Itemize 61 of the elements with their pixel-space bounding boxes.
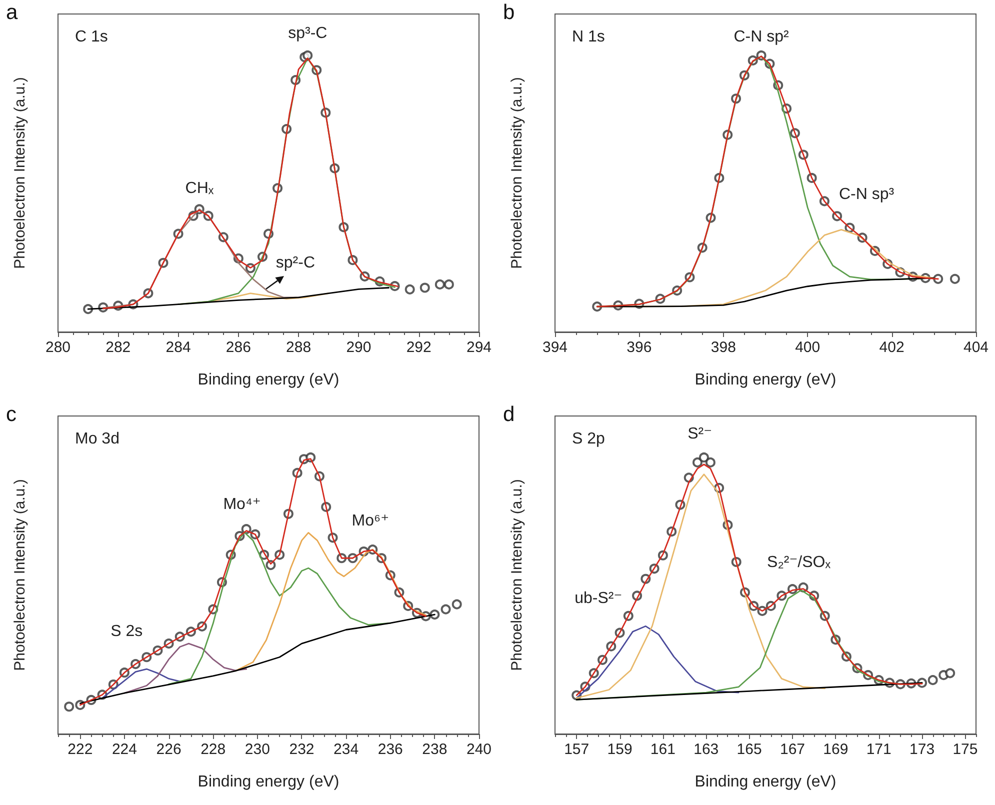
text: sp³-C [288, 24, 328, 42]
annotation: Mo⁶⁺ [352, 512, 390, 530]
x-axis-title: Binding energy (eV) [694, 372, 836, 388]
y-axis-title: Photoelectron Intensity (a.u.) [508, 77, 526, 269]
x-tick-label: 238 [422, 741, 448, 758]
x-tick-label: 157 [564, 741, 590, 758]
x-tick-label: 400 [795, 339, 820, 356]
y-axis-title: Photoelectron Intensity (a.u.) [12, 77, 28, 269]
x-tick-label: 226 [156, 741, 182, 758]
x-tick-label: 286 [226, 339, 251, 356]
x-tick-label: 236 [378, 741, 403, 758]
x-tick-label: 402 [879, 339, 904, 356]
annotation: CHₓ [185, 180, 214, 197]
x-tick-label: 165 [736, 741, 762, 758]
x-tick-label: 175 [952, 741, 978, 758]
x-tick-label: 163 [694, 741, 719, 758]
y-axis-title: Photoelectron Intensity (a.u.) [508, 479, 526, 671]
annotation: C-N sp³ [838, 186, 895, 204]
x-axis-title: Binding energy (eV) [198, 372, 340, 388]
x-tick-label: 240 [466, 741, 492, 758]
x-tick-label: 288 [286, 339, 312, 356]
annotation: ub-S²⁻ [574, 590, 622, 608]
x-tick-label: 224 [112, 741, 137, 758]
x-tick-label: 173 [910, 741, 935, 758]
x-tick-label: 292 [406, 339, 432, 356]
x-tick-label: 171 [866, 741, 892, 758]
text: d [503, 403, 515, 426]
text: a [6, 1, 18, 24]
text: c [6, 403, 16, 426]
x-tick-label: 280 [45, 339, 71, 356]
x-axis-title: Binding energy (eV) [694, 774, 836, 790]
x-tick-label: 232 [289, 741, 314, 758]
x-tick-label: 169 [823, 741, 848, 758]
x-tick-label: 159 [607, 741, 632, 758]
x-tick-label: 294 [466, 339, 492, 356]
chart-title: Mo 3d [75, 430, 120, 448]
x-tick-label: 230 [244, 741, 270, 758]
x-tick-label: 234 [334, 741, 359, 758]
x-tick-label: 228 [200, 741, 226, 758]
x-tick-label: 161 [650, 741, 676, 758]
text: C-N sp² [734, 28, 790, 46]
x-tick-label: 167 [780, 741, 806, 758]
x-tick-label: 396 [626, 339, 652, 356]
x-tick-label: 404 [963, 339, 989, 356]
text: S²⁻ [688, 426, 712, 443]
x-tick-label: 282 [106, 339, 131, 356]
chart-title: S 2p [572, 430, 606, 448]
annotation: Mo⁴⁺ [223, 496, 261, 513]
annotation: S₂²⁻/SOₓ [767, 554, 832, 572]
annotation: sp²-C [276, 254, 315, 272]
annotation: S 2s [110, 623, 143, 640]
chart-title: C 1s [75, 28, 108, 46]
x-tick-label: 284 [166, 339, 191, 356]
x-tick-label: 290 [346, 339, 372, 356]
y-axis-title: Photoelectron Intensity (a.u.) [12, 479, 28, 671]
chart-title: N 1s [572, 28, 605, 46]
text: b [503, 1, 515, 24]
x-tick-label: 394 [542, 339, 568, 356]
x-axis-title: Binding energy (eV) [198, 774, 340, 790]
x-tick-label: 222 [68, 741, 93, 758]
x-tick-label: 398 [710, 339, 736, 356]
